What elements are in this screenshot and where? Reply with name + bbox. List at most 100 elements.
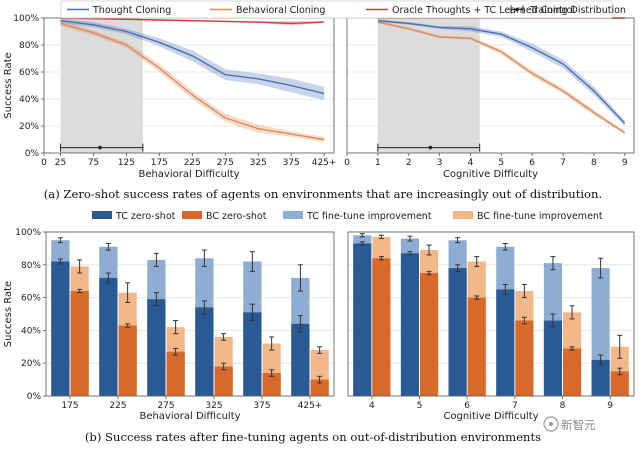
err-bc-finetune <box>474 256 480 267</box>
err-bc-zeroshot <box>378 256 384 261</box>
x-tick-label: 175 <box>61 401 78 411</box>
err-bc-finetune <box>269 336 275 351</box>
x-tick-label: 6 <box>529 158 535 168</box>
x-tick-label: 1 <box>375 158 381 168</box>
err-bc-finetune <box>426 244 432 256</box>
err-bc-zeroshot <box>426 270 432 276</box>
x-tick-label: 0 <box>344 158 350 168</box>
x-axis-label: Behavioral Difficulty <box>138 169 239 180</box>
err-bc-zeroshot <box>221 362 227 371</box>
x-tick-label: 0 <box>41 158 47 168</box>
err-bc-finetune <box>569 305 575 320</box>
y-tick-label: 80% <box>19 41 39 51</box>
x-tick-label: 5 <box>417 401 423 411</box>
err-tc-zeroshot <box>153 292 159 307</box>
y-axis-label: Success Rate <box>3 52 14 118</box>
legend-a-item: Thought Cloning <box>92 5 171 16</box>
err-tc-finetune <box>57 237 63 244</box>
x-axis-label: Behavioral Difficulty <box>139 411 240 422</box>
y-axis-label: Success Rate <box>3 281 14 347</box>
x-tick-label: 425+ <box>298 401 323 411</box>
err-tc-finetune <box>407 235 413 242</box>
err-bc-zeroshot <box>521 316 527 325</box>
err-tc-finetune <box>249 251 255 272</box>
x-tick-label: 9 <box>607 401 613 411</box>
tc-line <box>377 20 626 124</box>
panel-b: 175 225 275 325 375 425+ Behavioral Difficulty… <box>3 228 635 422</box>
bar-tc-zeroshot <box>195 307 214 396</box>
training-region <box>60 18 143 153</box>
x-axis-label: Cognitive Difficulty <box>443 169 538 180</box>
oracle-line <box>60 17 325 25</box>
x-tick-label: 8 <box>591 158 597 168</box>
y-tick-label: 40% <box>19 95 39 105</box>
err-tc-finetune <box>201 249 207 267</box>
err-bc-zeroshot <box>617 367 623 376</box>
training-marker <box>98 145 102 150</box>
legend-a-item: Oracle Thoughts + TC Learned Control <box>392 5 575 16</box>
bc-line <box>60 22 325 141</box>
err-tc-finetune <box>153 252 159 267</box>
bar-tc-zeroshot <box>400 253 419 396</box>
err-bc-finetune <box>378 234 384 240</box>
bar-bc-zeroshot <box>310 379 329 396</box>
err-tc-zeroshot <box>598 354 604 366</box>
err-tc-zeroshot <box>407 251 413 256</box>
x-tick-label: 6 <box>464 401 470 411</box>
bar-bc-zeroshot <box>563 348 582 396</box>
err-tc-finetune <box>297 264 303 292</box>
tc-line <box>60 20 325 95</box>
x-tick-label: 9 <box>622 158 628 168</box>
legend-b-item: TC zero-shot <box>115 211 176 222</box>
x-tick-label: 375 <box>283 158 300 168</box>
y-tick-label: 100% <box>15 228 41 238</box>
x-tick-label: 3 <box>437 158 443 168</box>
legend-a-item: Training Distribution <box>529 5 626 16</box>
legend-b: TC zero-shot BC zero-shot TC fine-tune i… <box>92 211 603 222</box>
legend-a-item: Behavioral Cloning <box>236 5 325 16</box>
plot-frame <box>45 231 335 397</box>
err-tc-finetune <box>359 233 365 238</box>
y-tick-label: 100% <box>13 14 39 24</box>
bar-tc-zeroshot <box>448 268 467 396</box>
y-tick-label: 0% <box>25 149 40 159</box>
x-tick-label: 4 <box>369 401 375 411</box>
bar-bc-zeroshot <box>467 297 486 396</box>
bar-tc-zeroshot <box>51 261 70 396</box>
bar-bc-zeroshot <box>515 320 534 396</box>
err-bc-zeroshot <box>474 295 480 300</box>
bar-bc-zeroshot <box>262 373 281 396</box>
bar-tc-zeroshot <box>147 299 166 396</box>
bar-bc-zeroshot <box>610 371 629 396</box>
y-tick-label: 40% <box>21 326 41 336</box>
x-tick-label: 125 <box>118 158 135 168</box>
legend-b-item: BC zero-shot <box>206 211 267 222</box>
y-tick-label: 80% <box>21 261 41 271</box>
err-bc-zeroshot <box>569 346 575 351</box>
x-tick-label: 2 <box>406 158 412 168</box>
bar-tc-zeroshot <box>353 243 372 396</box>
x-tick-label: 325 <box>205 401 222 411</box>
bar-tc-zeroshot <box>291 323 310 396</box>
err-bc-finetune <box>77 259 83 274</box>
err-tc-zeroshot <box>249 303 255 322</box>
chart-b-right: 4 5 6 7 8 9 Cognitive Difficulty <box>347 231 635 422</box>
bar-bc-zeroshot <box>372 258 391 396</box>
plot-frame <box>347 231 635 397</box>
err-bc-finetune <box>173 320 179 335</box>
bar-bc-zeroshot <box>214 366 233 396</box>
err-tc-zeroshot <box>359 241 365 246</box>
x-tick-label: 25 <box>55 158 66 168</box>
chart-a-left: 0 25 75 125 175 225 275 325 375 425+ Behavioral Di… <box>3 14 336 180</box>
err-bc-zeroshot <box>269 369 275 377</box>
y-tick-label: 60% <box>19 68 39 78</box>
legend-a: Thought Cloning Behavioral Cloning Oracl… <box>60 0 626 19</box>
x-tick-label: 225 <box>109 401 126 411</box>
bar-tc-zeroshot <box>243 312 262 396</box>
legend-training-marker <box>510 5 524 14</box>
x-tick-label: 375 <box>253 401 270 411</box>
caption-a: (a) Zero-shot success rates of agents on… <box>44 187 602 201</box>
err-tc-zeroshot <box>57 258 63 265</box>
bar-tc-zeroshot <box>591 359 610 396</box>
bar-bc-zeroshot <box>166 351 185 396</box>
